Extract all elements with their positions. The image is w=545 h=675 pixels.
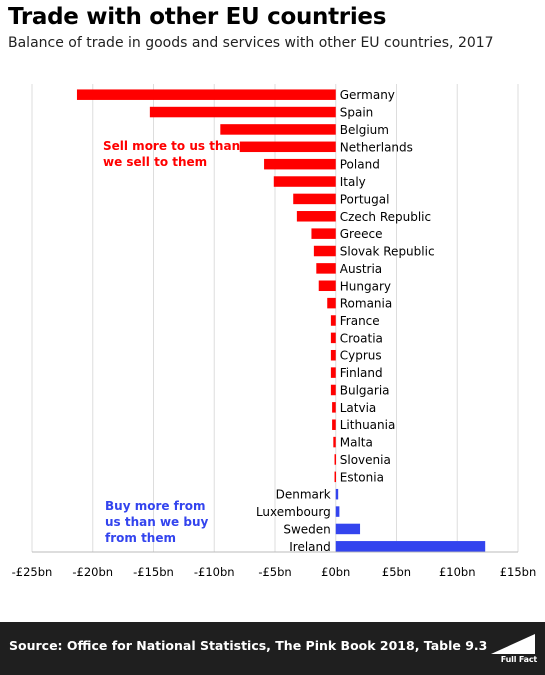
source-note: Source: Office for National Statistics, … [9, 638, 488, 653]
bar [335, 488, 339, 500]
category-label: Slovak Republic [340, 245, 435, 259]
trade-balance-chart: -£25bn -£20bn -£15bn -£10bn -£5bn £0bn £5bn £10… [12, 84, 537, 579]
category-label: Malta [340, 436, 373, 450]
category-label: Sweden [283, 522, 330, 536]
bar [335, 541, 486, 552]
category-label: Hungary [340, 279, 391, 293]
bar [273, 176, 336, 187]
x-tick-label: -£15bn [133, 565, 174, 579]
bar [318, 280, 336, 292]
annotation-text: from them [105, 531, 176, 545]
footer: Source: Office for National Statistics, … [0, 622, 545, 675]
bar [330, 367, 336, 378]
category-label: Cyprus [340, 349, 382, 363]
bar [239, 141, 336, 153]
x-tick-label: £0bn [321, 565, 350, 579]
bar [76, 89, 336, 100]
bar [311, 228, 336, 239]
bar [316, 263, 336, 274]
category-label: Luxembourg [256, 505, 331, 519]
category-label: Ireland [289, 540, 331, 554]
x-tick-label: -£5bn [258, 565, 291, 579]
annotation-text: Buy more from [105, 499, 206, 513]
category-label: Greece [340, 227, 383, 241]
annotation-text: Sell more to us than [103, 139, 240, 153]
category-label: Denmark [276, 488, 331, 502]
category-label: France [340, 314, 380, 328]
category-label: Portugal [340, 192, 390, 206]
category-label: Spain [340, 106, 374, 120]
bar [296, 211, 336, 222]
chart-title: Trade with other EU countries [8, 4, 387, 30]
x-tick-label: £5bn [382, 565, 411, 579]
bar [264, 158, 336, 170]
category-label: Slovenia [340, 453, 391, 467]
category-label: Czech Republic [340, 210, 431, 224]
bar [335, 506, 340, 517]
bar [334, 454, 337, 465]
category-label: Germany [340, 88, 395, 102]
bar [330, 332, 336, 344]
category-label: Austria [340, 262, 382, 276]
category-label: Bulgaria [340, 383, 390, 397]
annotation-text: us than we buy [105, 515, 208, 529]
category-label: Lithuania [340, 418, 396, 432]
bar [293, 193, 336, 205]
bar [330, 384, 336, 396]
annotation-text: we sell to them [103, 155, 207, 169]
full-fact-logo-icon [491, 634, 535, 654]
bar [332, 402, 336, 413]
category-label: Netherlands [340, 140, 413, 154]
category-label: Italy [340, 175, 366, 189]
x-tick-label: -£25bn [12, 565, 53, 579]
bar [220, 124, 336, 135]
x-tick-label: £10bn [439, 565, 476, 579]
logo-text: Full Fact [500, 655, 537, 664]
category-label: Romania [340, 297, 392, 311]
bar [332, 419, 336, 430]
x-tick-label: -£20bn [72, 565, 113, 579]
category-label: Belgium [340, 123, 389, 137]
category-label: Poland [340, 158, 380, 172]
bar [330, 315, 336, 326]
bar [313, 245, 336, 257]
category-label: Latvia [340, 401, 377, 415]
bar [335, 523, 361, 535]
bar [330, 349, 336, 361]
chart-subtitle: Balance of trade in goods and services w… [8, 35, 494, 51]
x-tick-label: -£10bn [194, 565, 235, 579]
x-tick-label: £15bn [500, 565, 537, 579]
category-label: Croatia [340, 331, 383, 345]
bar [334, 471, 337, 483]
bar [333, 436, 336, 448]
category-label: Estonia [340, 470, 384, 484]
category-label: Finland [340, 366, 383, 380]
bar [327, 297, 336, 309]
bar [149, 106, 336, 118]
